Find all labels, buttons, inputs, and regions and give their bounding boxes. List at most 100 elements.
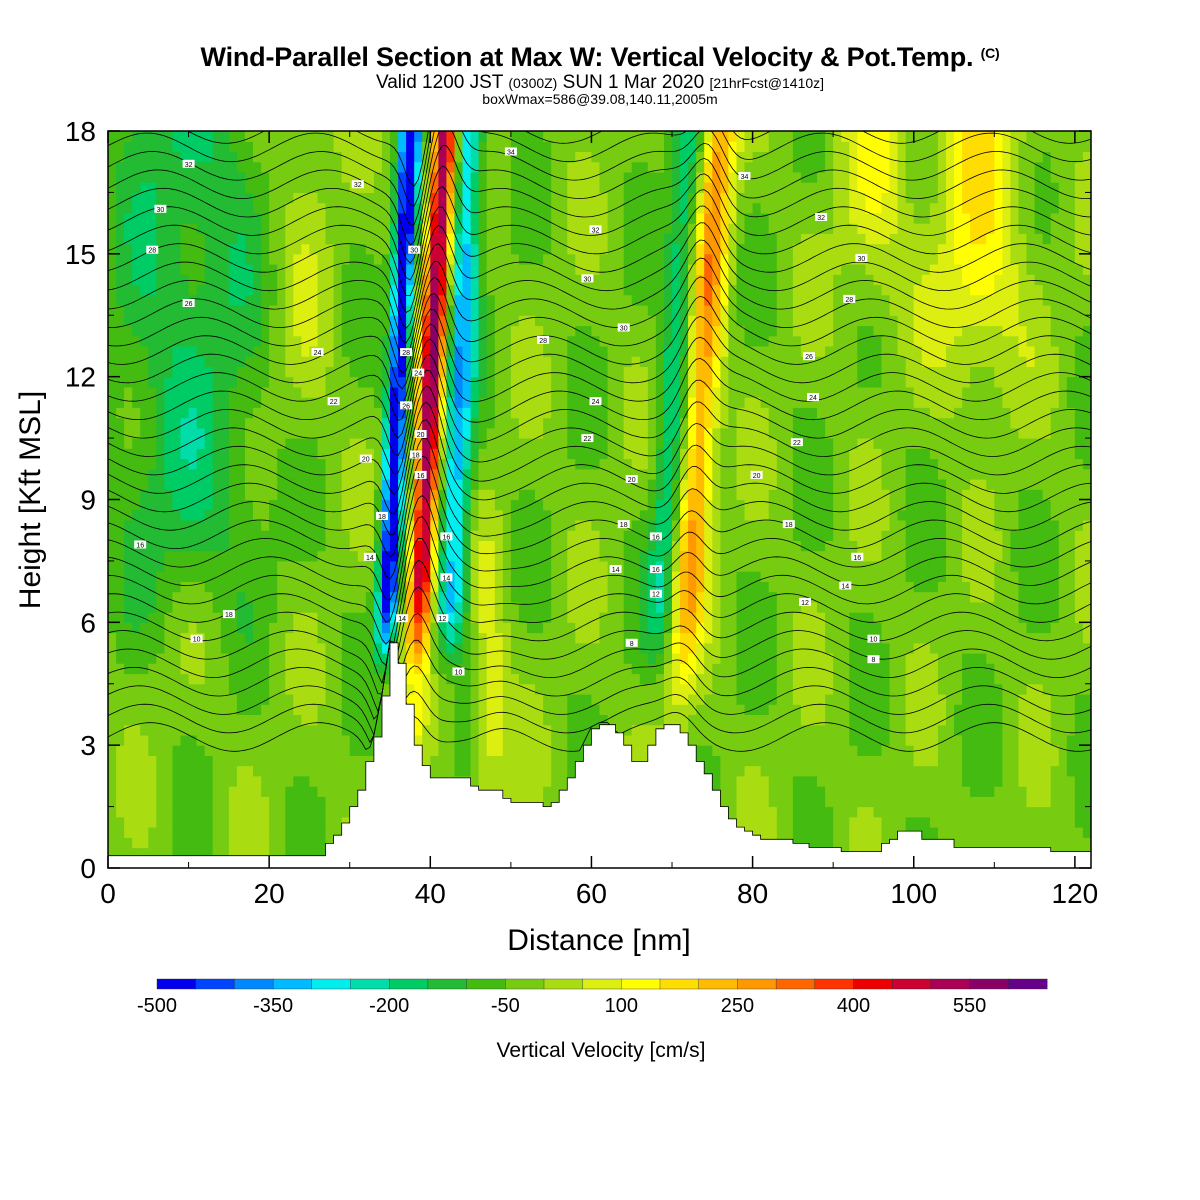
- heat-cell: [349, 253, 359, 265]
- heat-cell: [204, 335, 214, 347]
- heat-cell: [567, 182, 576, 193]
- heat-cell: [502, 622, 512, 634]
- heat-cell: [172, 274, 182, 286]
- heat-cell: [559, 376, 568, 388]
- heat-cell: [341, 632, 351, 644]
- heat-cell: [333, 233, 343, 245]
- heat-cell: [599, 438, 609, 449]
- heat-cell: [462, 540, 472, 552]
- heat-cell: [446, 734, 456, 746]
- heat-cell: [236, 356, 246, 367]
- heat-cell: [309, 847, 319, 859]
- heat-cell: [301, 694, 311, 705]
- heat-cell: [325, 233, 335, 245]
- heat-cell: [164, 694, 174, 705]
- heat-cell: [309, 243, 319, 255]
- heat-cell: [108, 489, 117, 501]
- heat-cell: [116, 775, 125, 787]
- heat-cell: [148, 192, 157, 204]
- heat-cell: [647, 468, 657, 480]
- heat-cell: [301, 141, 311, 152]
- heat-cell: [325, 376, 335, 388]
- heat-cell: [333, 591, 343, 603]
- heat-cell: [438, 581, 448, 593]
- heat-cell: [188, 305, 198, 316]
- heat-cell: [502, 417, 512, 429]
- heat-cell: [365, 489, 375, 501]
- heat-cell: [317, 694, 327, 705]
- heat-cell: [462, 499, 472, 511]
- heat-cell: [277, 560, 286, 572]
- heat-cell: [293, 417, 302, 429]
- heat-cell: [253, 335, 262, 347]
- heat-cell: [655, 284, 665, 296]
- heat-cell: [510, 376, 520, 388]
- heat-cell: [470, 745, 480, 756]
- heat-cell: [269, 847, 278, 859]
- heat-cell: [148, 366, 157, 378]
- heat-cell: [543, 274, 552, 286]
- heat-cell: [357, 663, 367, 675]
- heat-cell: [301, 704, 311, 715]
- heat-cell: [623, 427, 633, 439]
- heat-cell: [527, 141, 536, 152]
- heat-cell: [309, 335, 319, 347]
- heat-cell: [446, 284, 456, 296]
- heat-cell: [301, 284, 311, 296]
- heat-cell: [253, 233, 262, 245]
- heat-cell: [470, 427, 480, 439]
- heat-cell: [253, 284, 262, 296]
- heat-cell: [535, 427, 544, 439]
- heat-cell: [599, 356, 609, 367]
- heat-cell: [398, 264, 407, 275]
- heat-cell: [196, 796, 206, 808]
- heat-cell: [486, 540, 496, 552]
- heat-cell: [438, 601, 448, 613]
- heat-cell: [591, 192, 601, 204]
- heat-cell: [502, 601, 512, 613]
- heat-cell: [277, 837, 286, 849]
- heat-cell: [647, 233, 657, 245]
- heat-cell: [502, 315, 512, 327]
- heat-cell: [293, 816, 302, 828]
- heat-cell: [341, 223, 351, 234]
- heat-cell: [317, 386, 327, 398]
- heat-cell: [567, 499, 576, 511]
- heat-cell: [510, 315, 520, 327]
- heat-cell: [567, 397, 576, 408]
- heat-cell: [124, 591, 133, 603]
- heat-cell: [188, 243, 198, 255]
- heat-cell: [357, 724, 367, 736]
- heat-cell: [575, 755, 584, 767]
- heat-cell: [293, 734, 302, 746]
- heat-cell: [116, 673, 125, 685]
- heat-cell: [341, 694, 351, 705]
- heat-cell: [583, 212, 593, 224]
- heat-cell: [309, 274, 319, 286]
- heat-cell: [583, 131, 593, 142]
- heat-cell: [164, 530, 174, 541]
- heat-cell: [220, 346, 230, 357]
- heat-cell: [140, 796, 149, 808]
- heat-cell: [462, 141, 472, 152]
- heat-cell: [575, 417, 584, 429]
- heat-cell: [253, 550, 262, 562]
- heat-cell: [341, 704, 351, 715]
- heat-cell: [551, 243, 560, 255]
- heat-cell: [317, 294, 327, 306]
- heat-cell: [124, 663, 133, 675]
- heat-cell: [228, 161, 238, 173]
- heat-cell: [357, 305, 367, 316]
- heat-cell: [470, 479, 480, 490]
- heat-cell: [567, 704, 576, 715]
- heat-cell: [341, 264, 351, 275]
- heat-cell: [373, 366, 383, 378]
- heat-cell: [486, 612, 496, 623]
- heat-cell: [317, 325, 327, 337]
- heat-cell: [253, 673, 262, 685]
- heat-cell: [140, 294, 149, 306]
- heat-cell: [317, 581, 327, 593]
- heat-cell: [188, 571, 198, 582]
- heat-cell: [148, 407, 157, 419]
- heat-cell: [333, 253, 343, 265]
